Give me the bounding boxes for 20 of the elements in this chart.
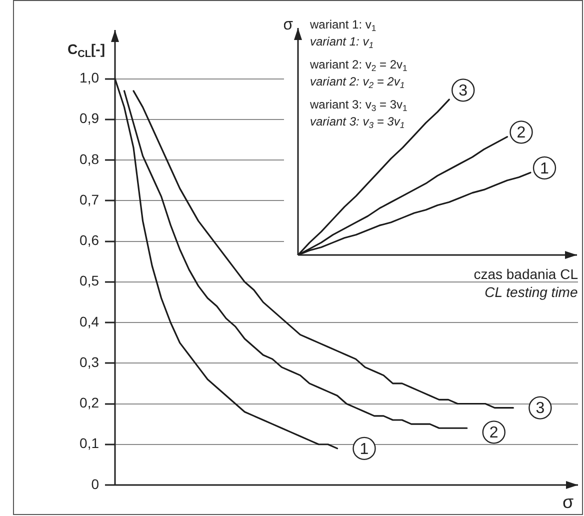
y-tick-label: 0,1 [80,435,100,452]
x-axis-title: czas badania CL CL testing time [474,266,578,300]
y-axis-title: σ [283,16,294,34]
y-tick-label: 0,7 [80,191,100,208]
annotation: 3 [536,400,545,418]
y-tick-label: 0 [91,476,100,492]
y-tick-label: 0,3 [80,354,100,370]
y-tick-label: 0,6 [80,232,100,248]
y-tick-label: 0,8 [80,150,100,167]
annotation: 2 [516,124,526,142]
annotation: 1 [540,160,550,178]
annotation: 2 [489,424,498,442]
y-tick-label: 0,4 [80,313,100,330]
y-tick-label: 0,9 [80,110,100,126]
x-axis-title: σ [562,492,574,512]
y-tick-label: 1,0 [80,70,100,86]
annotation: 1 [360,440,369,458]
annotation: 3 [458,82,468,100]
y-tick-label: 0,5 [80,272,100,289]
y-tick-label: 0,2 [80,394,100,411]
